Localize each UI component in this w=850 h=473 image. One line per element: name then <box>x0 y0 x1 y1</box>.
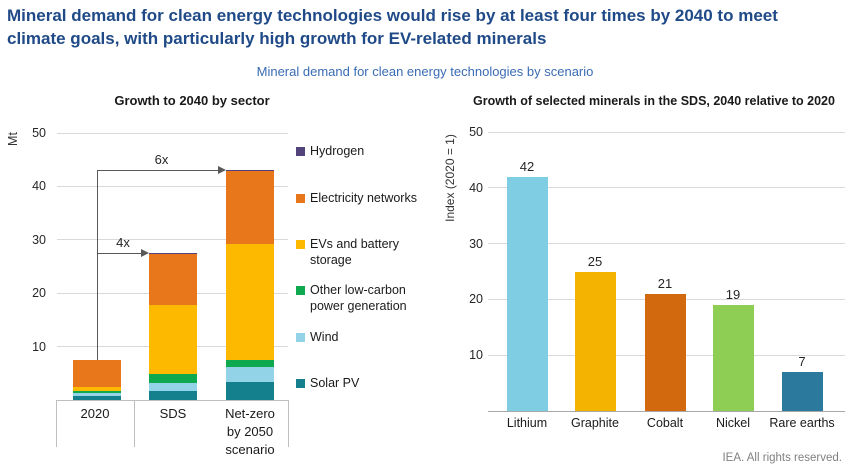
legend-swatch-electricity-networks-icon <box>296 194 305 203</box>
bar-segment-net-zero-by-2050-scenario-wind <box>226 367 274 382</box>
y-tick-label: 10 <box>469 348 483 363</box>
arrowhead-6x <box>218 165 226 174</box>
category-label-2020: 2020 <box>80 406 110 421</box>
bar-segment-sds-solar-pv <box>149 391 197 400</box>
bar-segment-2020-electricity-networks <box>73 359 121 388</box>
right-chart-title: Growth of selected minerals in the SDS, … <box>473 94 835 108</box>
legend-label-wind: Wind <box>310 330 339 344</box>
gridline <box>488 243 845 245</box>
bar-lithium <box>506 176 548 411</box>
category-label-cobalt: Cobalt <box>646 416 684 430</box>
bar-segment-2020-evs-and-battery-storage <box>73 387 121 391</box>
gridline <box>57 132 288 134</box>
category-box-line <box>56 400 57 447</box>
legend-label-electricity-networks: Electricity networks <box>310 191 417 205</box>
bar-rare-earths <box>781 371 823 411</box>
x-axis-line <box>488 411 845 412</box>
bar-segment-net-zero-by-2050-scenario-other-low-carbon-power-generation <box>226 359 274 368</box>
growth-arrow-4x <box>97 252 142 254</box>
left-chart-title: Growth to 2040 by sector <box>114 93 270 108</box>
annotation-label-4x: 4x <box>116 235 130 251</box>
legend-swatch-other-low-carbon-power-generation-icon <box>296 286 305 295</box>
y-tick-label: 40 <box>469 180 483 195</box>
value-label-cobalt: 21 <box>657 275 673 291</box>
bar-nickel <box>712 304 754 411</box>
main-title: Mineral demand for clean energy technolo… <box>7 4 778 50</box>
y-tick-label: 20 <box>32 286 46 301</box>
y-tick-label: 50 <box>32 126 46 140</box>
value-label-rare-earths: 7 <box>798 353 806 369</box>
bar-segment-sds-other-low-carbon-power-generation <box>149 374 197 384</box>
y-tick-label: 10 <box>32 339 46 354</box>
bar-graphite <box>574 271 616 411</box>
bar-segment-sds-evs-and-battery-storage <box>149 305 197 375</box>
y-tick-label: 50 <box>469 125 483 139</box>
bar-cobalt <box>644 293 686 411</box>
category-label-graphite: Graphite <box>571 416 619 430</box>
category-label-rare-earths: Rare earths <box>769 416 835 430</box>
category-label-lithium: Lithium <box>506 416 548 430</box>
category-box-line <box>134 400 135 447</box>
bar-segment-2020-other-low-carbon-power-generation <box>73 390 121 394</box>
bar-segment-sds-electricity-networks <box>149 253 197 306</box>
growth-arrow-stem <box>97 170 98 360</box>
category-label-net-zero-by-2050-scenario: Net-zero by 2050 scenario <box>225 406 275 457</box>
chart-subtitle: Mineral demand for clean energy technolo… <box>256 64 594 79</box>
gridline <box>488 187 845 189</box>
bar-segment-2020-wind <box>73 393 121 397</box>
legend-swatch-evs-and-battery-storage-icon <box>296 240 305 249</box>
legend-swatch-solar-pv-icon <box>296 379 305 388</box>
category-label-sds: SDS <box>159 406 187 421</box>
bar-segment-net-zero-by-2050-scenario-hydrogen <box>226 170 274 171</box>
annotation-label-6x: 6x <box>154 152 169 168</box>
value-label-lithium: 42 <box>519 158 535 174</box>
legend-label-solar-pv: Solar PV <box>310 376 360 390</box>
legend-label-hydrogen: Hydrogen <box>310 144 365 158</box>
gridline <box>57 239 288 241</box>
legend-swatch-hydrogen-icon <box>296 147 305 156</box>
arrowhead-4x <box>141 248 149 257</box>
category-box-line <box>288 400 289 447</box>
legend-label-evs-and-battery-storage: EVs and battery storage <box>310 237 399 267</box>
legend-swatch-wind-icon <box>296 333 305 342</box>
legend-label-other-low-carbon-power-generation: Other low-carbon power generation <box>310 283 407 313</box>
main-title-line1: Mineral demand for clean energy technolo… <box>7 6 778 25</box>
bar-segment-net-zero-by-2050-scenario-electricity-networks <box>226 170 274 245</box>
bar-segment-net-zero-by-2050-scenario-solar-pv <box>226 381 274 400</box>
gridline <box>57 185 288 187</box>
growth-arrow-6x <box>97 169 219 171</box>
y-tick-label: 30 <box>32 232 46 247</box>
main-title-line2: climate goals, with particularly high gr… <box>7 29 547 48</box>
bar-segment-sds-wind <box>149 383 197 392</box>
gridline <box>488 131 845 133</box>
value-label-nickel: 19 <box>725 286 741 302</box>
x-axis-line <box>56 400 288 401</box>
footer-credit: IEA. All rights reserved. <box>722 452 842 464</box>
category-label-nickel: Nickel <box>715 416 751 430</box>
y-tick-label: 20 <box>469 292 483 307</box>
bar-segment-net-zero-by-2050-scenario-evs-and-battery-storage <box>226 244 274 360</box>
bar-segment-sds-hydrogen <box>149 253 197 254</box>
value-label-graphite: 25 <box>587 253 603 269</box>
y-tick-label: 30 <box>469 236 483 251</box>
y-tick-label: 40 <box>32 179 46 194</box>
bar-segment-2020-solar-pv <box>73 396 121 400</box>
